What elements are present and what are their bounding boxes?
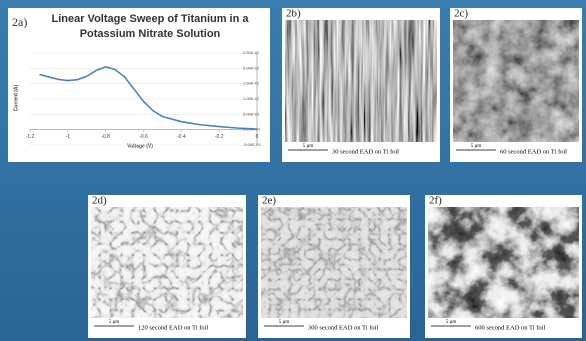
sem-image: [91, 207, 243, 318]
panel-label: 2d): [92, 195, 107, 207]
y-tick-label: 1.00E-02: [243, 96, 260, 101]
panel-label: 2f): [429, 195, 442, 207]
x-tick-label: -0.6: [139, 134, 148, 140]
y-tick-label: 2.00E-02: [243, 65, 260, 70]
caption: 60 second EAD on Ti foil: [500, 148, 567, 155]
scale-label: 5 µm: [303, 144, 314, 149]
slide: 2a) Voltage (V) Current (A) -5.00E-030.0…: [0, 0, 586, 341]
panel-label: 2b): [286, 8, 301, 20]
x-tick-label: -0.8: [101, 134, 110, 140]
x-tick-label: -0.4: [177, 134, 186, 140]
scale-label: 5 µm: [109, 320, 120, 325]
y-tick-label: 5.00E-03: [243, 111, 260, 116]
scale-label: 5 µm: [446, 320, 457, 325]
x-tick-label: 0: [256, 134, 259, 140]
x-tick-label: -1: [66, 134, 71, 140]
x-tick-label: -1.2: [26, 134, 35, 140]
x-tick-label: -0.2: [215, 134, 224, 140]
figure: 2a) Voltage (V) Current (A) -5.00E-030.0…: [0, 0, 586, 341]
y-tick-label: -5.00E-03: [243, 142, 261, 147]
caption: 120 second EAD on Ti foil: [138, 324, 208, 331]
caption: 300 second EAD on Ti foil: [308, 324, 378, 331]
panel-label: 2e): [262, 195, 276, 207]
panel-label: 2c): [454, 8, 468, 20]
y-axis-label: Current (A): [13, 84, 19, 111]
sem-image: [428, 207, 579, 318]
x-axis-label: Voltage (V): [127, 143, 153, 149]
caption: 30 second EAD on Ti foil: [332, 148, 399, 155]
sem-image: [261, 207, 407, 318]
panel-label: 2a): [12, 15, 27, 29]
chart-title: Linear Voltage Sweep of Titanium in a Po…: [50, 12, 250, 42]
sem-image: [285, 20, 437, 142]
y-tick-label: 1.50E-02: [243, 81, 260, 86]
scale-label: 5 µm: [279, 320, 290, 325]
sem-image: [453, 20, 579, 142]
scale-label: 5 µm: [471, 144, 482, 149]
y-tick-label: 2.50E-02: [243, 50, 260, 55]
caption: 600 second EAD on Ti foil: [475, 324, 545, 331]
